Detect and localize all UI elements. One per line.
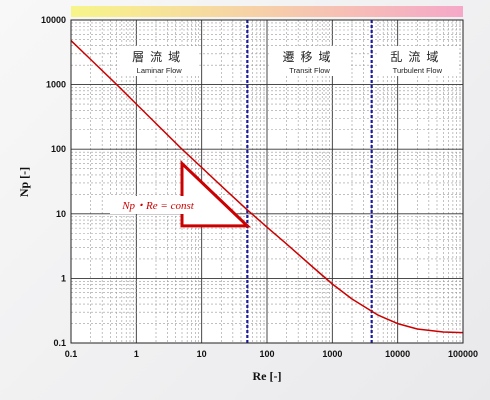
region-label-en: Turbulent Flow: [393, 66, 443, 75]
region-label-jp: 層流域: [132, 50, 186, 64]
region-label-bg: [269, 46, 350, 76]
region-label-bg: [377, 46, 458, 76]
region-label-jp: 遷移域: [282, 50, 336, 64]
annotation-layer: Np・Re = const: [110, 160, 252, 228]
y-tick-label: 1: [61, 273, 66, 283]
region-labels: 層流域 Laminar Flow 遷移域 Transit Flow 乱流域 Turbule…: [119, 20, 458, 343]
np-re-curve: [70, 40, 464, 334]
x-tick-labels: 0.1 1 10 100 1000 10000 100000: [65, 349, 478, 359]
x-tick-label: 0.1: [65, 349, 78, 359]
annotation-label-bg: [110, 196, 206, 214]
region-label-jp: 乱流域: [390, 50, 444, 64]
annotation-label: Np・Re = const: [121, 200, 195, 212]
y-tick-label: 0.1: [53, 338, 66, 348]
y-tick-label: 10000: [41, 15, 66, 25]
plot-border: [70, 19, 464, 344]
y-tick-label: 1000: [46, 80, 66, 90]
x-axis-label: Re [-]: [253, 369, 282, 383]
x-tick-label: 10000: [385, 349, 410, 359]
y-axis-label: Np [-]: [17, 167, 31, 197]
x-tick-label: 100: [259, 349, 274, 359]
series-layer: [70, 40, 464, 334]
x-tick-label: 100000: [448, 349, 478, 359]
y-tick-labels: 10000 1000 100 10 1 0.1: [41, 15, 66, 348]
region-label-bg: [119, 46, 200, 76]
y-tick-label: 10: [56, 209, 66, 219]
x-tick-label: 1000: [322, 349, 342, 359]
region-label-en: Transit Flow: [289, 66, 330, 75]
x-tick-label: 10: [197, 349, 207, 359]
region-label-en: Laminar Flow: [137, 66, 183, 75]
x-tick-label: 1: [134, 349, 139, 359]
y-tick-label: 100: [51, 144, 66, 154]
top-color-bar: [71, 6, 463, 17]
